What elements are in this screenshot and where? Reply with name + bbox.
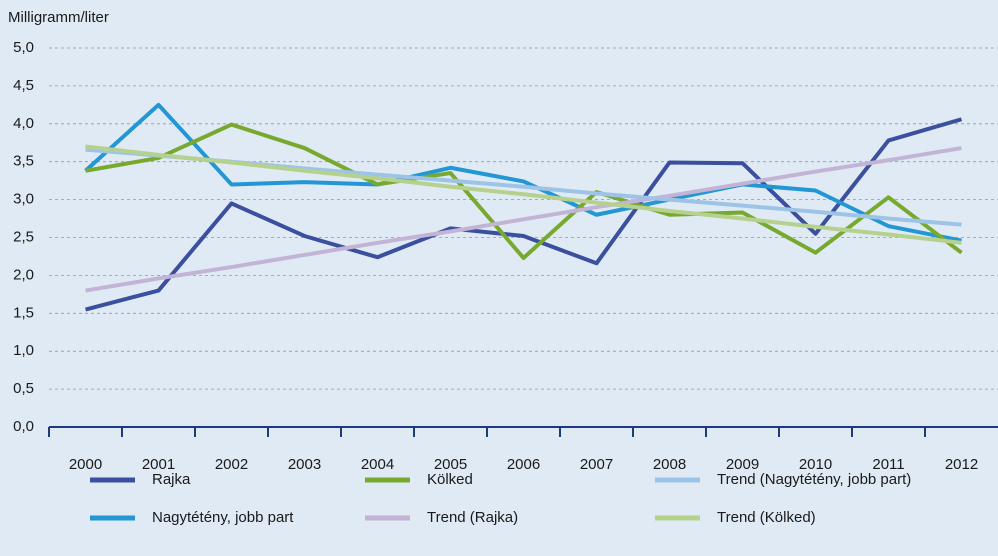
x-tick-label: 2003 (288, 456, 321, 473)
x-tick-label: 2012 (945, 456, 978, 473)
y-tick-label: 0,5 (13, 380, 34, 397)
x-tick-label: 2006 (507, 456, 540, 473)
x-tick-label: 2004 (361, 456, 394, 473)
x-tick-label: 2001 (142, 456, 175, 473)
y-tick-label: 2,0 (13, 266, 34, 283)
y-tick-label: 5,0 (13, 39, 34, 56)
x-tick-label: 2005 (434, 456, 467, 473)
y-axis-label: Milligramm/liter (8, 9, 109, 26)
y-tick-label: 3,5 (13, 153, 34, 170)
y-tick-label: 3,0 (13, 191, 34, 208)
x-tick-label: 2002 (215, 456, 248, 473)
x-tick-label: 2008 (653, 456, 686, 473)
x-tick-label: 2010 (799, 456, 832, 473)
y-tick-label: 1,0 (13, 342, 34, 359)
legend-label: Trend (Nagytétény, jobb part) (717, 471, 911, 488)
legend-label: Trend (Kölked) (717, 509, 816, 526)
y-tick-label: 2,5 (13, 228, 34, 245)
legend-label: Kölked (427, 471, 473, 488)
series-line (85, 122, 963, 260)
series-line (84, 117, 963, 312)
x-tick-label: 2011 (872, 456, 904, 473)
series-line (85, 146, 962, 293)
legend-label: Rajka (152, 471, 191, 488)
y-tick-label: 1,5 (13, 304, 34, 321)
y-tick-label: 4,0 (13, 115, 34, 132)
legend-label: Trend (Rajka) (427, 509, 518, 526)
series-line (85, 144, 962, 245)
x-tick-label: 2009 (726, 456, 759, 473)
x-tick-label: 2000 (69, 456, 102, 473)
y-tick-label: 4,5 (13, 77, 34, 94)
series-line (84, 102, 962, 243)
y-tick-label: 0,0 (13, 418, 34, 435)
x-tick-label: 2007 (580, 456, 613, 473)
legend-label: Nagytétény, jobb part (152, 509, 294, 526)
